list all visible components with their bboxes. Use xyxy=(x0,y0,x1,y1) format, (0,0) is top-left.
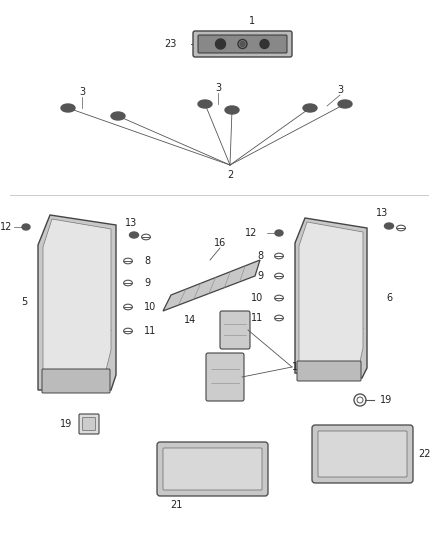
Ellipse shape xyxy=(225,106,239,114)
Ellipse shape xyxy=(338,100,352,108)
Text: 19: 19 xyxy=(380,395,392,405)
Ellipse shape xyxy=(130,232,138,238)
Text: 5: 5 xyxy=(21,297,27,307)
FancyBboxPatch shape xyxy=(198,35,287,53)
Text: 6: 6 xyxy=(386,293,392,303)
Text: 2: 2 xyxy=(227,170,233,180)
Ellipse shape xyxy=(61,104,75,112)
Ellipse shape xyxy=(215,39,226,49)
FancyBboxPatch shape xyxy=(297,361,361,381)
Ellipse shape xyxy=(260,39,269,49)
Text: 21: 21 xyxy=(170,500,182,510)
FancyBboxPatch shape xyxy=(163,448,262,490)
Text: 22: 22 xyxy=(418,449,431,459)
Text: 12: 12 xyxy=(0,222,12,232)
FancyBboxPatch shape xyxy=(82,417,95,431)
Ellipse shape xyxy=(303,104,317,112)
Text: 10: 10 xyxy=(144,302,156,312)
Text: 19: 19 xyxy=(60,419,72,429)
Text: 13: 13 xyxy=(125,218,137,228)
Polygon shape xyxy=(38,215,116,390)
Text: 3: 3 xyxy=(215,83,221,93)
Polygon shape xyxy=(295,218,367,378)
Text: 3: 3 xyxy=(337,85,343,95)
Text: 23: 23 xyxy=(165,39,177,49)
Ellipse shape xyxy=(22,224,30,230)
FancyBboxPatch shape xyxy=(206,353,244,401)
Text: 12: 12 xyxy=(245,228,258,238)
Text: 8: 8 xyxy=(257,251,263,261)
Text: 14: 14 xyxy=(184,315,196,325)
Polygon shape xyxy=(299,222,363,366)
Ellipse shape xyxy=(111,112,125,120)
FancyBboxPatch shape xyxy=(318,431,407,477)
Ellipse shape xyxy=(240,42,245,46)
FancyBboxPatch shape xyxy=(220,311,250,349)
Text: 8: 8 xyxy=(144,256,150,266)
Text: 11: 11 xyxy=(144,326,156,336)
Text: 16: 16 xyxy=(214,238,226,248)
Polygon shape xyxy=(43,219,111,370)
Ellipse shape xyxy=(275,230,283,236)
Text: 9: 9 xyxy=(257,271,263,281)
FancyBboxPatch shape xyxy=(193,31,292,57)
Text: 10: 10 xyxy=(251,293,263,303)
Text: 11: 11 xyxy=(251,313,263,323)
Text: 17: 17 xyxy=(292,362,304,372)
Polygon shape xyxy=(163,260,260,311)
Ellipse shape xyxy=(385,223,393,229)
Text: 9: 9 xyxy=(144,278,150,288)
FancyBboxPatch shape xyxy=(79,414,99,434)
Ellipse shape xyxy=(198,100,212,108)
Text: 3: 3 xyxy=(79,87,85,97)
Text: 1: 1 xyxy=(249,16,255,26)
Text: 13: 13 xyxy=(376,208,388,218)
FancyBboxPatch shape xyxy=(157,442,268,496)
FancyBboxPatch shape xyxy=(42,369,110,393)
FancyBboxPatch shape xyxy=(312,425,413,483)
